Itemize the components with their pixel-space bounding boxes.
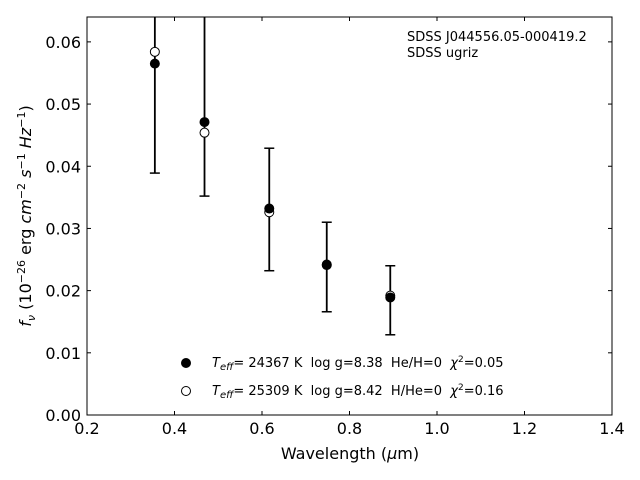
legend-1-t: T bbox=[212, 356, 221, 371]
filled-point bbox=[385, 292, 396, 303]
y-label-cm: cm bbox=[16, 199, 35, 223]
open-point bbox=[149, 46, 160, 57]
filled-point bbox=[199, 117, 210, 128]
legend-2-chival: =0.16 bbox=[464, 384, 504, 399]
legend-marker-open bbox=[181, 386, 191, 396]
legend-entry-2: Teff= 25309 K log g=8.42 H/He=0 χ2=0.16 bbox=[212, 383, 504, 401]
plot-frame bbox=[86, 16, 613, 416]
y-label-f: f bbox=[16, 319, 35, 327]
x-axis-label: Wavelength (μm) bbox=[281, 444, 419, 463]
legend-1-chival: =0.05 bbox=[464, 356, 504, 371]
y-label-e: ) bbox=[16, 105, 35, 111]
y-label-exp3: −1 bbox=[15, 153, 28, 169]
legend-marker-filled bbox=[181, 358, 191, 368]
y-tick-label: 0.04 bbox=[45, 157, 81, 176]
y-label-s: s bbox=[16, 170, 35, 178]
annotation-line-2: SDSS ugriz bbox=[407, 46, 478, 61]
legend-1-sq: 2 bbox=[458, 355, 464, 365]
legend-2-text: = 25309 K log g=8.42 H/He=0 bbox=[233, 384, 450, 399]
legend: Teff= 24367 K log g=8.38 He/H=0 χ2=0.05 … bbox=[181, 355, 504, 401]
y-tick-label: 0.03 bbox=[45, 219, 81, 238]
y-label-exp4: −1 bbox=[15, 112, 28, 128]
annotation-line-1: SDSS J044556.05-000419.2 bbox=[407, 30, 587, 45]
filled-point bbox=[149, 58, 160, 69]
legend-2-eff: eff bbox=[220, 390, 235, 401]
x-tick-label: 0.6 bbox=[249, 419, 274, 438]
y-label-b: erg bbox=[16, 224, 35, 260]
y-label-a: (10 bbox=[16, 283, 35, 315]
filled-point bbox=[321, 260, 332, 271]
y-tick-label: 0.00 bbox=[45, 406, 81, 425]
legend-2-chi: χ bbox=[449, 384, 459, 399]
legend-2-sq: 2 bbox=[458, 383, 464, 393]
x-axis-label-pre: Wavelength ( bbox=[281, 444, 387, 463]
x-axis-label-post: m) bbox=[397, 444, 419, 463]
x-tick-label: 0.2 bbox=[74, 419, 99, 438]
y-axis-label: fν (10−26 erg cm−2 s−1 Hz−1) bbox=[15, 105, 38, 326]
legend-1-text: = 24367 K log g=8.38 He/H=0 bbox=[233, 356, 450, 371]
y-tick-label: 0.01 bbox=[45, 344, 81, 363]
legend-1-chi: χ bbox=[449, 356, 459, 371]
y-label-hz: Hz bbox=[16, 127, 35, 148]
x-tick-label: 0.4 bbox=[162, 419, 187, 438]
y-tick-label: 0.02 bbox=[45, 282, 81, 301]
filled-point bbox=[264, 203, 275, 214]
x-tick-label: 1.2 bbox=[512, 419, 537, 438]
data-marks bbox=[149, 17, 396, 336]
legend-1-eff: eff bbox=[220, 362, 235, 373]
x-tick-label: 1.0 bbox=[424, 419, 449, 438]
y-tick-label: 0.05 bbox=[45, 95, 81, 114]
x-axis-label-mu: μ bbox=[386, 444, 397, 463]
x-tick-label: 0.8 bbox=[337, 419, 362, 438]
tick-group: 0.2 0.4 0.6 0.8 1.0 1.2 1.4 0.00 0.01 0.02 0.03 0.0… bbox=[45, 17, 625, 438]
y-label-nu: ν bbox=[25, 315, 38, 321]
y-label-exp1: −26 bbox=[15, 260, 28, 283]
x-tick-label: 1.4 bbox=[599, 419, 624, 438]
open-point bbox=[199, 127, 210, 138]
legend-entry-1: Teff= 24367 K log g=8.38 He/H=0 χ2=0.05 bbox=[212, 355, 504, 373]
legend-2-t: T bbox=[212, 384, 221, 399]
y-label-exp2: −2 bbox=[15, 183, 28, 199]
y-tick-label: 0.06 bbox=[45, 33, 81, 52]
